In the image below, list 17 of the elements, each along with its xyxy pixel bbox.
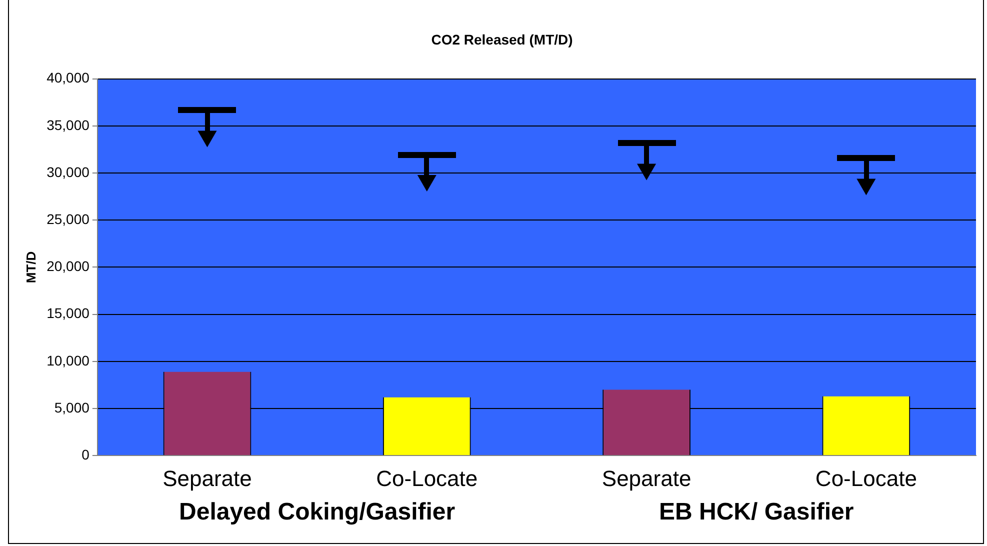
y-tick-label: 35,000 xyxy=(46,116,90,133)
y-tick-label: 15,000 xyxy=(46,305,90,322)
y-tick-label: 20,000 xyxy=(46,258,90,274)
chart-title: CO2 Released (MT/D) xyxy=(431,31,573,48)
x-tick-label: Separate xyxy=(162,466,252,491)
x-tick-label: Separate xyxy=(602,466,692,491)
x-tick-label: Co-Locate xyxy=(376,466,478,491)
y-tick-label: 30,000 xyxy=(46,164,90,180)
y-axis-title: MT/D xyxy=(23,251,38,284)
text: Delayed Coking/Gasifier xyxy=(179,498,456,526)
y-tick-label: 40,000 xyxy=(46,70,90,86)
y-tick-label: 5,000 xyxy=(54,399,90,416)
y-tick-label: 0 xyxy=(82,446,90,462)
text: EB HCK/ Gasifier xyxy=(658,498,854,526)
y-tick-label: 25,000 xyxy=(46,210,90,227)
y-tick-label: 10,000 xyxy=(46,352,90,368)
x-tick-label: Co-Locate xyxy=(815,466,917,491)
